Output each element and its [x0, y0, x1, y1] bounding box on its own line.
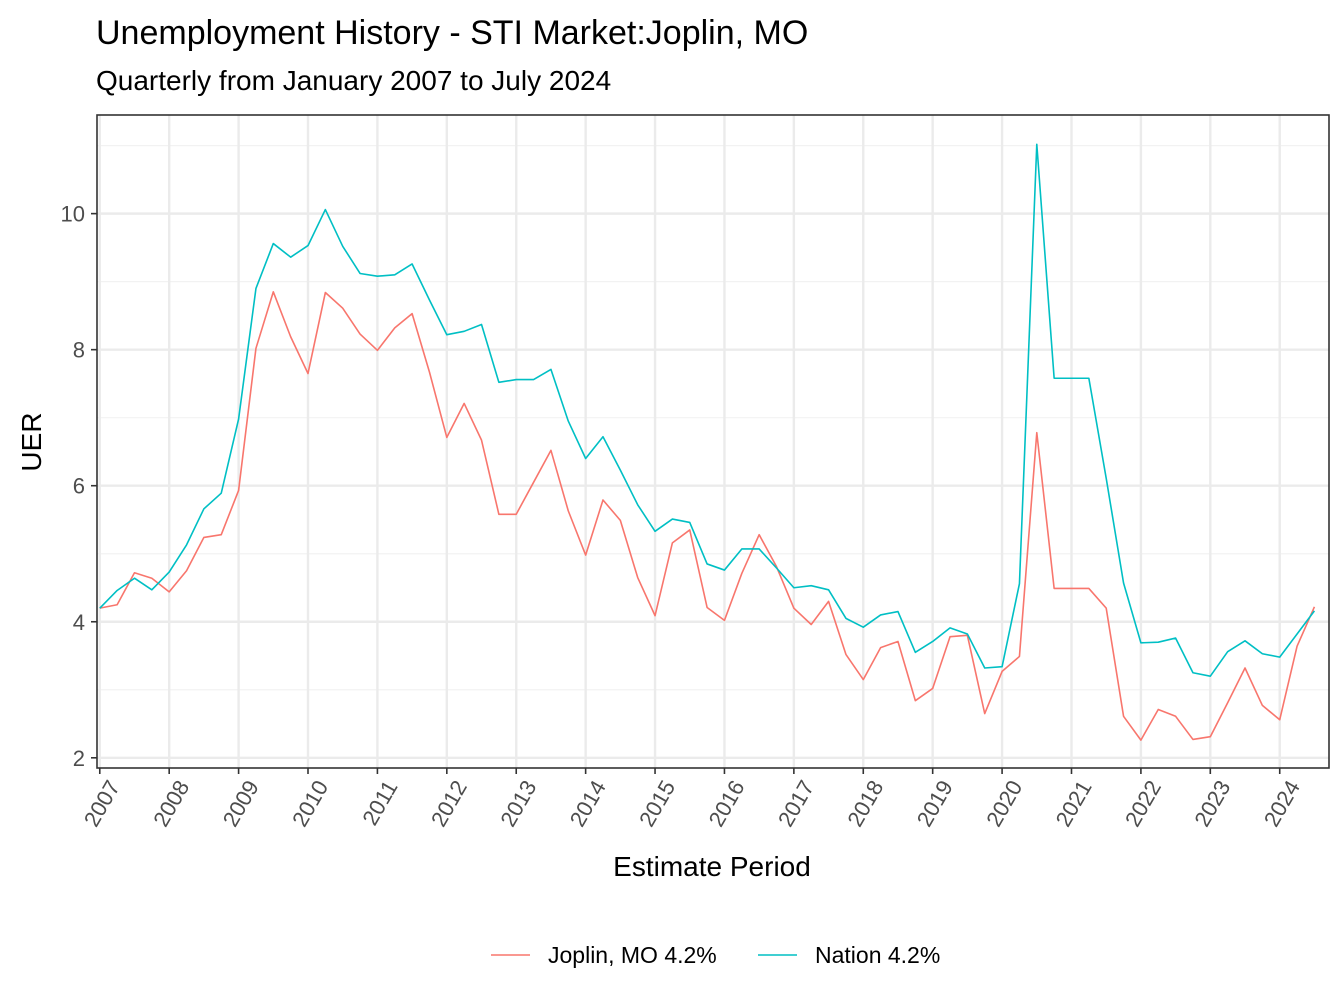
- x-tick-label: 2012: [426, 776, 472, 831]
- x-tick-label: 2011: [357, 776, 402, 829]
- x-tick-label: 2007: [79, 776, 125, 831]
- x-tick-label: 2017: [773, 776, 819, 831]
- y-tick-label: 10: [61, 202, 85, 227]
- panel-background: [97, 115, 1329, 768]
- y-tick-label: 8: [73, 338, 85, 363]
- x-tick-label: 2013: [495, 776, 541, 831]
- x-tick-label: 2024: [1259, 776, 1305, 831]
- chart-title: Unemployment History - STI Market:Joplin…: [96, 14, 808, 52]
- x-tick-label: 2015: [634, 776, 680, 831]
- series-line-nation: [99, 143, 1316, 677]
- y-tick-label: 2: [73, 746, 85, 771]
- chart-subtitle: Quarterly from January 2007 to July 2024: [96, 65, 611, 96]
- panel-border: [96, 114, 1330, 769]
- x-tick-label: 2009: [218, 776, 264, 831]
- x-tick-label: 2019: [912, 776, 958, 831]
- series-line-joplin: [99, 291, 1316, 741]
- x-tick-label: 2014: [565, 776, 611, 831]
- x-tick-label: 2018: [842, 776, 888, 831]
- legend: Joplin, MO 4.2% Nation 4.2%: [491, 942, 940, 968]
- y-tick-label: 4: [73, 610, 85, 635]
- x-tick-label: 2021: [1051, 776, 1097, 831]
- y-tick-label: 6: [73, 474, 85, 499]
- x-tick-label: 2016: [704, 776, 750, 831]
- x-tick-label: 2020: [981, 776, 1027, 831]
- y-axis-title: UER: [16, 412, 47, 471]
- x-tick-label: 2023: [1189, 776, 1235, 831]
- x-tick-label: 2022: [1120, 776, 1166, 831]
- legend-label-nation: Nation 4.2%: [815, 942, 940, 968]
- x-axis-title: Estimate Period: [613, 851, 811, 882]
- legend-label-joplin: Joplin, MO 4.2%: [548, 942, 717, 968]
- plot-panel: 2 4 6 8 10 2007 2008 2009 2010 2011 2012 2013 2014 20…: [61, 114, 1330, 831]
- x-tick-label: 2008: [148, 776, 194, 831]
- x-tick-label: 2010: [287, 776, 333, 831]
